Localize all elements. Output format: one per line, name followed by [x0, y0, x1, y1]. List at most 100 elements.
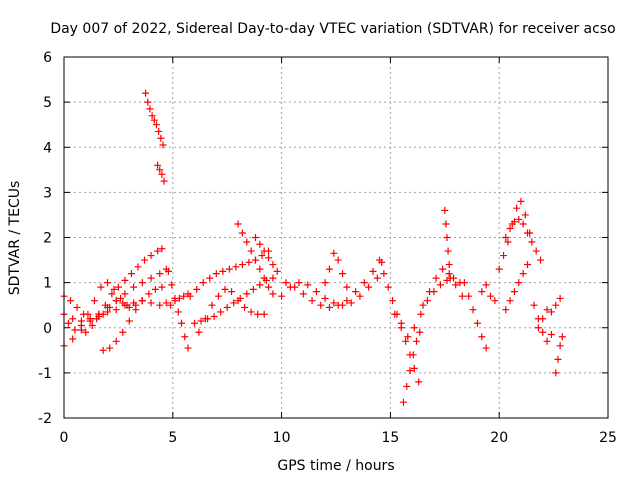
data-point	[236, 294, 244, 302]
data-point	[265, 254, 273, 262]
data-point	[106, 303, 114, 311]
data-point	[249, 285, 257, 293]
data-point	[486, 292, 494, 300]
series-track-25	[478, 281, 499, 305]
data-point	[217, 308, 225, 316]
data-point	[127, 270, 135, 278]
y-tick-label: 1	[43, 276, 52, 292]
data-point	[258, 252, 266, 260]
data-point	[330, 249, 338, 257]
data-point	[147, 299, 155, 307]
data-point	[369, 267, 377, 275]
data-point	[473, 319, 481, 327]
data-point	[178, 319, 186, 327]
x-tick-labels: 0 5 10 15 20 25	[60, 430, 617, 446]
data-point	[547, 331, 555, 339]
x-tick-label: 20	[490, 430, 508, 446]
y-tick-label: 6	[43, 50, 52, 66]
data-point	[110, 285, 118, 293]
series-track-21	[391, 274, 464, 341]
data-point	[256, 281, 264, 289]
data-point	[186, 292, 194, 300]
series-track-27	[502, 215, 545, 264]
data-point	[373, 274, 381, 282]
y-tick-label: -1	[38, 366, 52, 382]
data-point	[230, 299, 238, 307]
data-point	[389, 297, 397, 305]
data-point	[523, 261, 531, 269]
data-point	[146, 105, 154, 113]
series-track-09	[164, 267, 192, 352]
data-point	[157, 134, 165, 142]
data-point	[343, 297, 351, 305]
data-point	[154, 161, 162, 169]
data-point	[321, 294, 329, 302]
data-point	[404, 333, 412, 341]
y-tick-labels: -2 -1 0 1 2 3 4 5 6	[38, 50, 52, 427]
data-point	[199, 279, 207, 287]
data-point	[125, 317, 133, 325]
data-point	[212, 270, 220, 278]
y-axis-label: SDTVAR / TECUs	[7, 181, 23, 296]
grid-layer	[64, 57, 608, 418]
data-point	[159, 141, 167, 149]
data-point	[64, 319, 72, 327]
data-point	[444, 247, 452, 255]
data-point	[515, 215, 523, 223]
data-point	[228, 288, 236, 296]
data-point	[532, 247, 540, 255]
data-point	[445, 270, 453, 278]
series-track-05	[82, 245, 166, 336]
data-point	[482, 281, 490, 289]
data-point	[243, 238, 251, 246]
data-point	[158, 245, 166, 253]
y-tick-label: 2	[43, 231, 52, 247]
data-point	[130, 299, 138, 307]
data-point	[334, 301, 342, 309]
series-track-18	[321, 249, 351, 291]
data-marks	[60, 89, 566, 406]
data-point	[419, 301, 427, 309]
data-point	[82, 328, 90, 336]
x-tick-label: 10	[273, 430, 291, 446]
data-point	[67, 297, 75, 305]
data-point	[121, 290, 129, 298]
series-track-31	[552, 333, 566, 377]
data-point	[515, 279, 523, 287]
data-point	[530, 301, 538, 309]
data-point	[106, 344, 114, 352]
data-point	[312, 288, 320, 296]
data-point	[441, 206, 449, 214]
data-point	[523, 229, 531, 237]
series-track-06	[99, 283, 166, 354]
data-point	[73, 303, 81, 311]
data-point	[225, 265, 233, 273]
data-point	[510, 218, 518, 226]
data-point	[77, 321, 85, 329]
data-point	[162, 299, 170, 307]
data-point	[175, 294, 183, 302]
series-track-16	[278, 274, 381, 309]
data-point	[71, 326, 79, 334]
data-point	[295, 279, 303, 287]
data-point	[426, 288, 434, 296]
data-point	[452, 281, 460, 289]
data-point	[191, 319, 199, 327]
data-point	[167, 301, 175, 309]
data-point	[180, 292, 188, 300]
data-point	[282, 279, 290, 287]
data-point	[234, 220, 242, 228]
series-track-13	[191, 274, 277, 327]
data-point	[156, 270, 164, 278]
series-track-29	[530, 301, 555, 345]
data-point	[138, 279, 146, 287]
data-point	[232, 263, 240, 271]
series-track-24	[460, 279, 490, 352]
data-point	[406, 367, 414, 375]
data-point	[543, 337, 551, 345]
data-point	[117, 294, 125, 302]
data-point	[195, 328, 203, 336]
data-point	[86, 315, 94, 323]
y-tick-label: 0	[43, 321, 52, 337]
